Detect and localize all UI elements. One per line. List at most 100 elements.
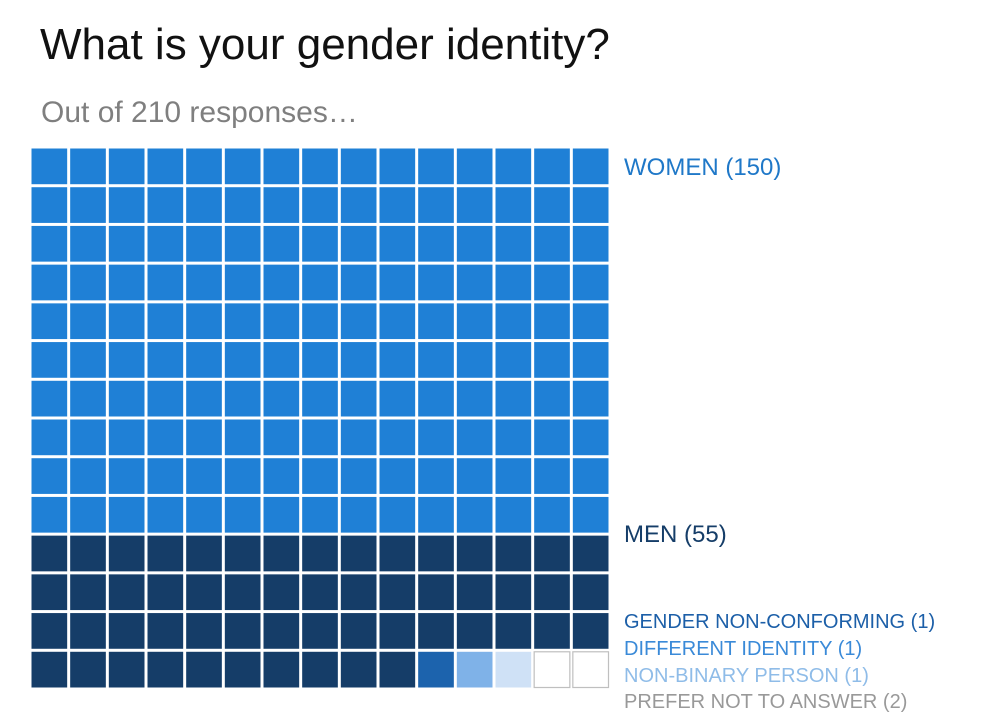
waffle-cell-women: [379, 148, 416, 185]
waffle-cell-women: [224, 148, 261, 185]
waffle-cell-women: [379, 380, 416, 417]
waffle-cell-women: [31, 187, 68, 223]
waffle-cell-men: [147, 535, 184, 572]
waffle-cell-men: [263, 613, 300, 649]
waffle-cell-women: [495, 264, 532, 301]
waffle-cell-men: [31, 574, 68, 611]
legend-label-gender-non-conforming: GENDER NON-CONFORMING (1): [624, 611, 936, 633]
waffle-cell-men: [186, 574, 222, 611]
waffle-cell-women: [379, 342, 416, 378]
waffle-cell-women: [418, 419, 454, 456]
waffle-cell-women: [224, 458, 261, 494]
waffle-cell-women: [186, 419, 222, 456]
waffle-cell-women: [572, 303, 609, 340]
waffle-cell-non-binary-person: [495, 651, 532, 688]
waffle-cell-women: [263, 380, 300, 417]
waffle-cell-women: [70, 380, 106, 417]
waffle-cell-women: [31, 496, 68, 533]
waffle-cell-men: [147, 613, 184, 649]
waffle-cell-women: [379, 458, 416, 494]
waffle-cell-women: [186, 496, 222, 533]
waffle-cell-women: [340, 380, 377, 417]
waffle-cell-women: [31, 225, 68, 262]
waffle-cell-women: [456, 225, 493, 262]
waffle-cell-women: [224, 342, 261, 378]
waffle-cell-women: [224, 264, 261, 301]
waffle-cell-women: [534, 225, 570, 262]
legend-label-prefer-not-to-answer: PREFER NOT TO ANSWER (2): [624, 691, 908, 713]
waffle-cell-women: [340, 303, 377, 340]
waffle-cell-women: [495, 303, 532, 340]
waffle-cell-women: [224, 225, 261, 262]
waffle-cell-men: [224, 535, 261, 572]
waffle-cell-women: [572, 342, 609, 378]
waffle-cell-women: [534, 496, 570, 533]
waffle-cell-men: [340, 651, 377, 688]
waffle-cell-women: [495, 458, 532, 494]
waffle-cell-men: [263, 651, 300, 688]
waffle-cell-women: [379, 419, 416, 456]
waffle-cell-men: [186, 613, 222, 649]
waffle-cell-women: [340, 458, 377, 494]
waffle-cell-women: [31, 264, 68, 301]
waffle-cell-men: [534, 613, 570, 649]
waffle-cell-men: [70, 651, 106, 688]
waffle-cell-women: [572, 187, 609, 223]
waffle-cell-women: [31, 419, 68, 456]
waffle-cell-women: [495, 187, 532, 223]
waffle-cell-women: [108, 419, 145, 456]
waffle-cell-women: [302, 458, 338, 494]
waffle-cell-women: [147, 187, 184, 223]
waffle-cell-women: [70, 303, 106, 340]
waffle-cell-women: [534, 148, 570, 185]
waffle-cell-women: [340, 264, 377, 301]
waffle-cell-women: [534, 380, 570, 417]
waffle-cell-women: [495, 225, 532, 262]
waffle-cell-women: [186, 380, 222, 417]
waffle-cell-women: [534, 342, 570, 378]
waffle-cell-men: [186, 535, 222, 572]
waffle-cell-women: [418, 380, 454, 417]
waffle-cell-women: [495, 148, 532, 185]
waffle-cell-prefer-not-to-answer: [533, 651, 571, 689]
waffle-cell-men: [379, 574, 416, 611]
waffle-cell-women: [302, 225, 338, 262]
waffle-cell-men: [70, 535, 106, 572]
waffle-cell-women: [534, 419, 570, 456]
waffle-cell-women: [572, 225, 609, 262]
waffle-cell-women: [572, 148, 609, 185]
waffle-cell-men: [495, 574, 532, 611]
waffle-cell-women: [302, 496, 338, 533]
legend-label-women: WOMEN (150): [624, 154, 782, 181]
waffle-cell-prefer-not-to-answer: [572, 651, 610, 689]
waffle-cell-women: [263, 496, 300, 533]
waffle-cell-women: [263, 303, 300, 340]
waffle-cell-women: [302, 419, 338, 456]
waffle-cell-men: [186, 651, 222, 688]
waffle-cell-women: [534, 458, 570, 494]
waffle-cell-women: [147, 264, 184, 301]
waffle-cell-women: [147, 380, 184, 417]
waffle-cell-men: [534, 535, 570, 572]
waffle-cell-women: [302, 148, 338, 185]
waffle-cell-men: [456, 535, 493, 572]
waffle-cell-men: [456, 574, 493, 611]
waffle-cell-women: [572, 458, 609, 494]
waffle-cell-women: [108, 148, 145, 185]
waffle-cell-women: [147, 342, 184, 378]
waffle-cell-women: [418, 342, 454, 378]
waffle-cell-men: [263, 574, 300, 611]
waffle-cell-women: [108, 264, 145, 301]
waffle-cell-women: [108, 458, 145, 494]
waffle-cell-women: [302, 187, 338, 223]
waffle-cell-women: [70, 225, 106, 262]
waffle-cell-men: [379, 651, 416, 688]
waffle-cell-women: [147, 303, 184, 340]
waffle-cell-men: [572, 535, 609, 572]
waffle-cell-women: [379, 187, 416, 223]
waffle-cell-women: [340, 342, 377, 378]
waffle-cell-women: [572, 380, 609, 417]
chart-subtitle: Out of 210 responses…: [41, 96, 358, 129]
waffle-cell-women: [224, 419, 261, 456]
